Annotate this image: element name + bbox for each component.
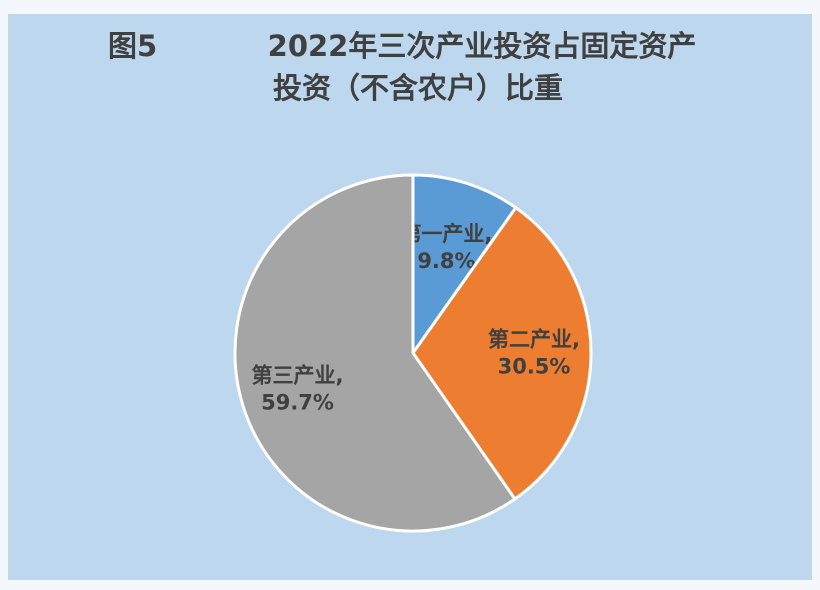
figure-label: 图5: [108, 29, 157, 63]
slice-value-label: 9.8%: [417, 249, 475, 273]
pie-slice: [411, 173, 518, 358]
slice-category-label: 第一产业,: [400, 222, 492, 246]
chart-title: 投资（不含农户）比重: [273, 71, 563, 105]
pie-slice: [233, 173, 517, 533]
pie-slice: [411, 205, 593, 502]
slice-category-label: 第三产业,: [252, 363, 344, 387]
chart-title: 2022年三次产业投资占固定资产: [268, 29, 697, 63]
slice-value-label: 30.5%: [498, 354, 571, 378]
slice-category-label: 第二产业,: [488, 327, 580, 351]
slice-value-label: 59.7%: [261, 390, 334, 414]
